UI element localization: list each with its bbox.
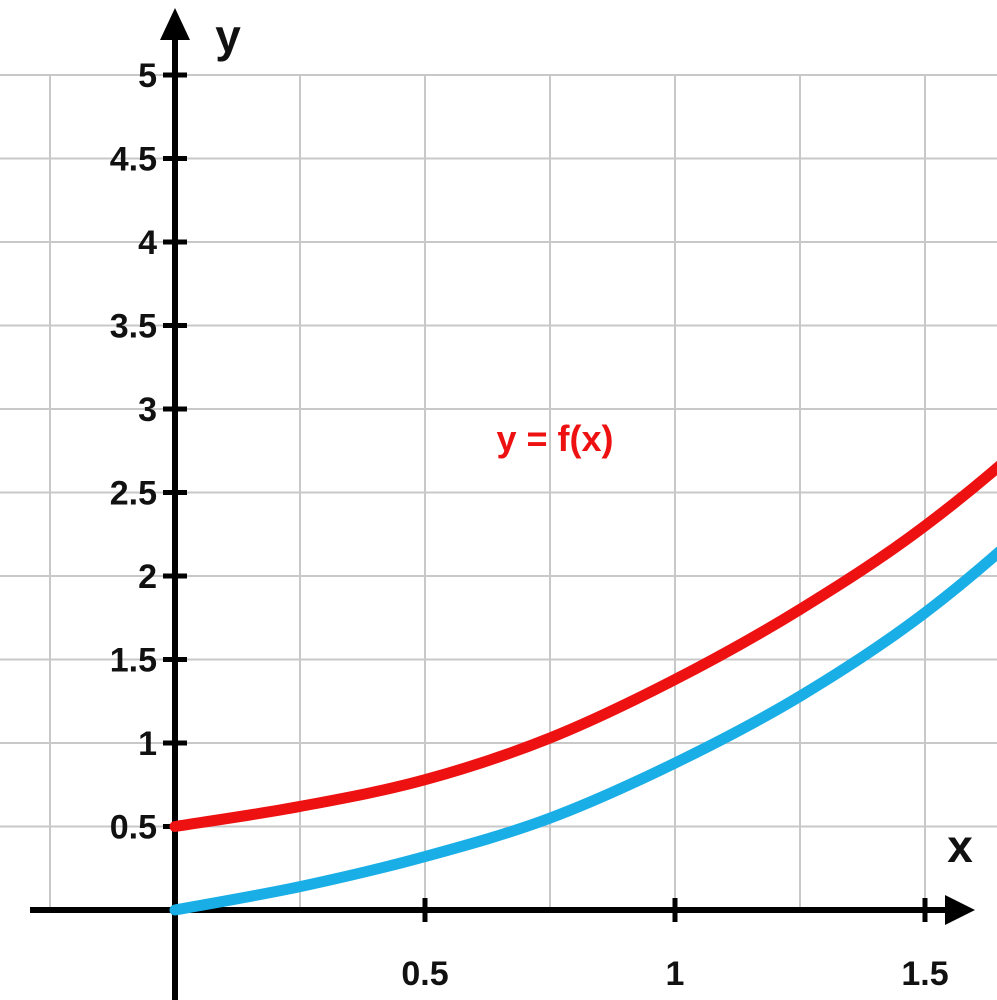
- y-tick-label: 2: [138, 558, 157, 596]
- curve-label-1: y = f(x): [496, 418, 613, 459]
- y-axis-arrow: [160, 8, 190, 40]
- series-line-2: [169, 546, 997, 916]
- y-tick-label: 1: [138, 725, 157, 763]
- series-line-1: [169, 460, 997, 832]
- annotations: y = f(x)y = A(x): [496, 418, 613, 459]
- y-tick-label: 3.5: [110, 308, 157, 346]
- x-axis-label: x: [947, 820, 973, 872]
- x-tick-label: 0.5: [401, 955, 448, 993]
- grid: [0, 74, 997, 910]
- y-axis-label: y: [215, 10, 241, 62]
- y-tick-label: 5: [138, 57, 157, 95]
- y-tick-label: 2.5: [110, 475, 157, 513]
- series: [169, 460, 997, 916]
- x-tick-label: 1.5: [901, 955, 948, 993]
- y-tick-label: 3: [138, 391, 157, 429]
- y-tick-label: 1.5: [110, 642, 157, 680]
- y-tick-label: 4: [138, 224, 157, 262]
- x-axis-arrow: [945, 895, 975, 925]
- ticks: -0.50.511.522.530.511.522.533.544.55: [110, 57, 949, 993]
- y-tick-label: 4.5: [110, 141, 157, 179]
- y-tick-label: 0.5: [110, 809, 157, 847]
- x-tick-label: 1: [666, 955, 685, 993]
